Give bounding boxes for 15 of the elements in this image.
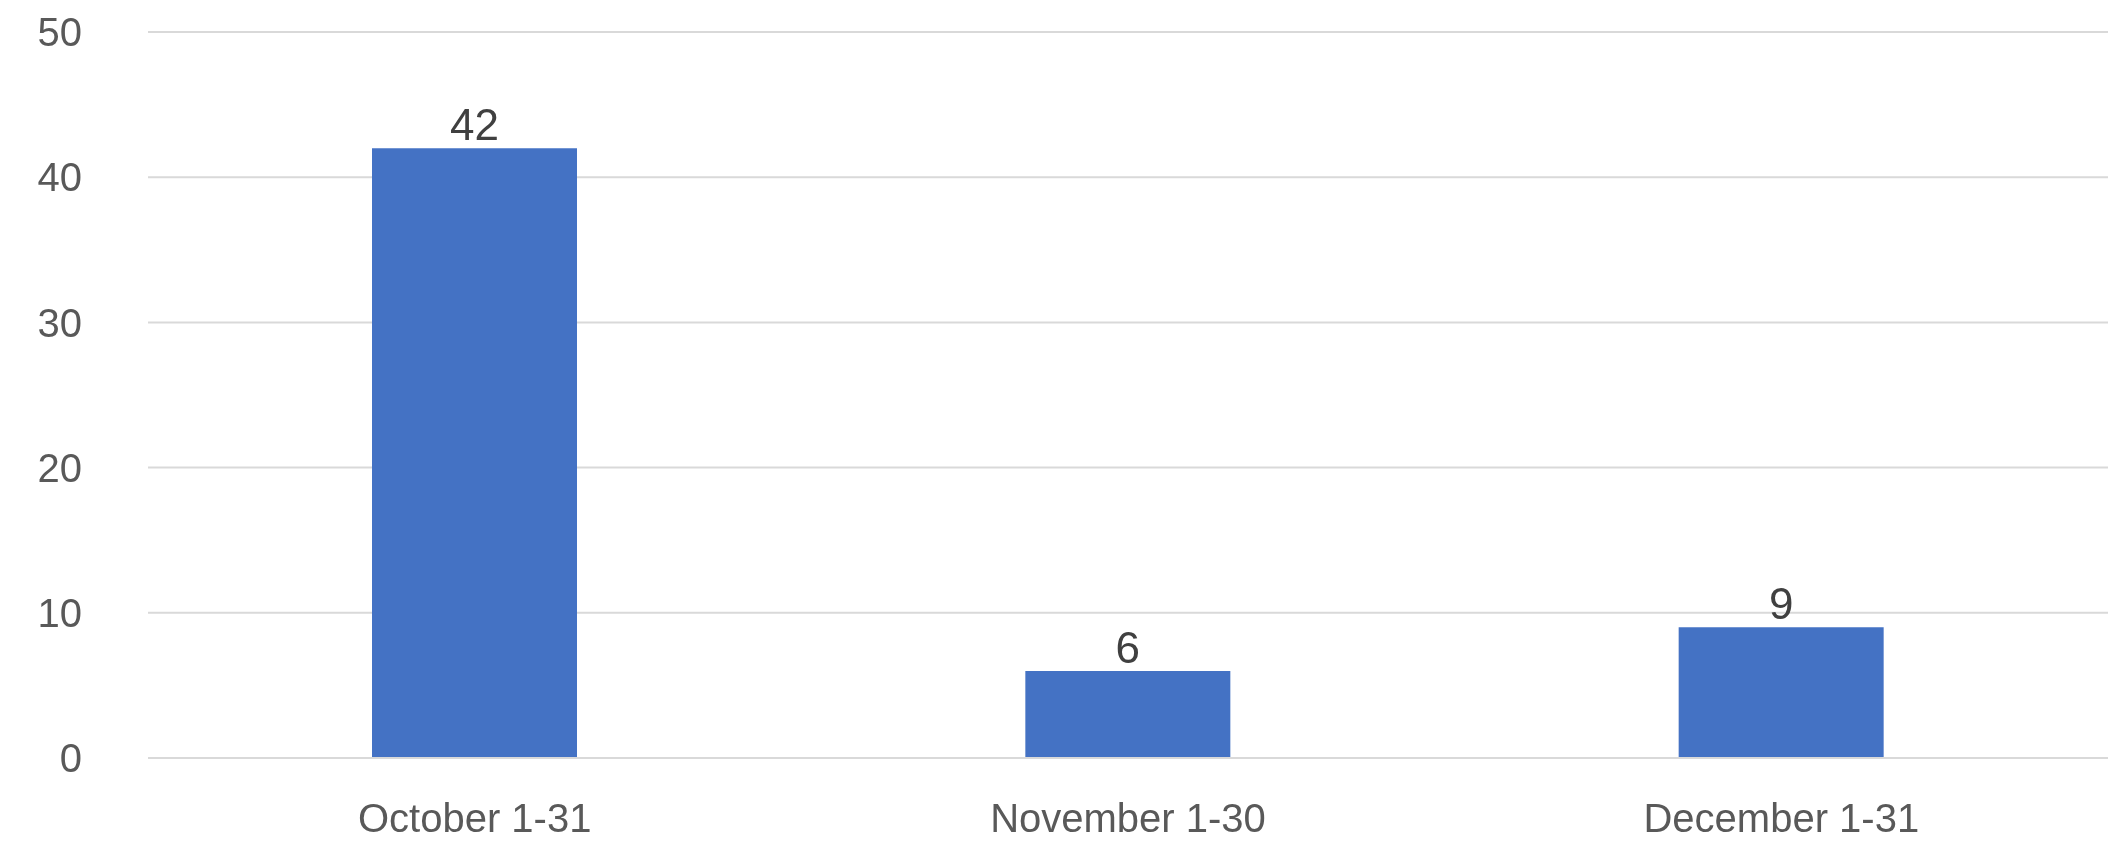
y-tick-label: 40 [37, 155, 82, 200]
data-label: 6 [1115, 622, 1141, 672]
x-tick-label: December 1-31 [1643, 796, 1920, 841]
data-label: 9 [1768, 579, 1794, 629]
y-tick-label: 20 [37, 445, 82, 490]
y-tick-label: 10 [37, 591, 82, 635]
bar [372, 148, 577, 758]
data-label: 42 [450, 100, 499, 150]
y-tick-label: 30 [37, 300, 82, 345]
y-tick-label: 0 [59, 736, 82, 781]
y-tick-label: 50 [37, 10, 82, 55]
bar [1678, 627, 1884, 758]
x-tick-label: October 1-31 [357, 796, 592, 841]
bar [1025, 670, 1231, 758]
x-tick-label: November 1-30 [990, 796, 1266, 841]
